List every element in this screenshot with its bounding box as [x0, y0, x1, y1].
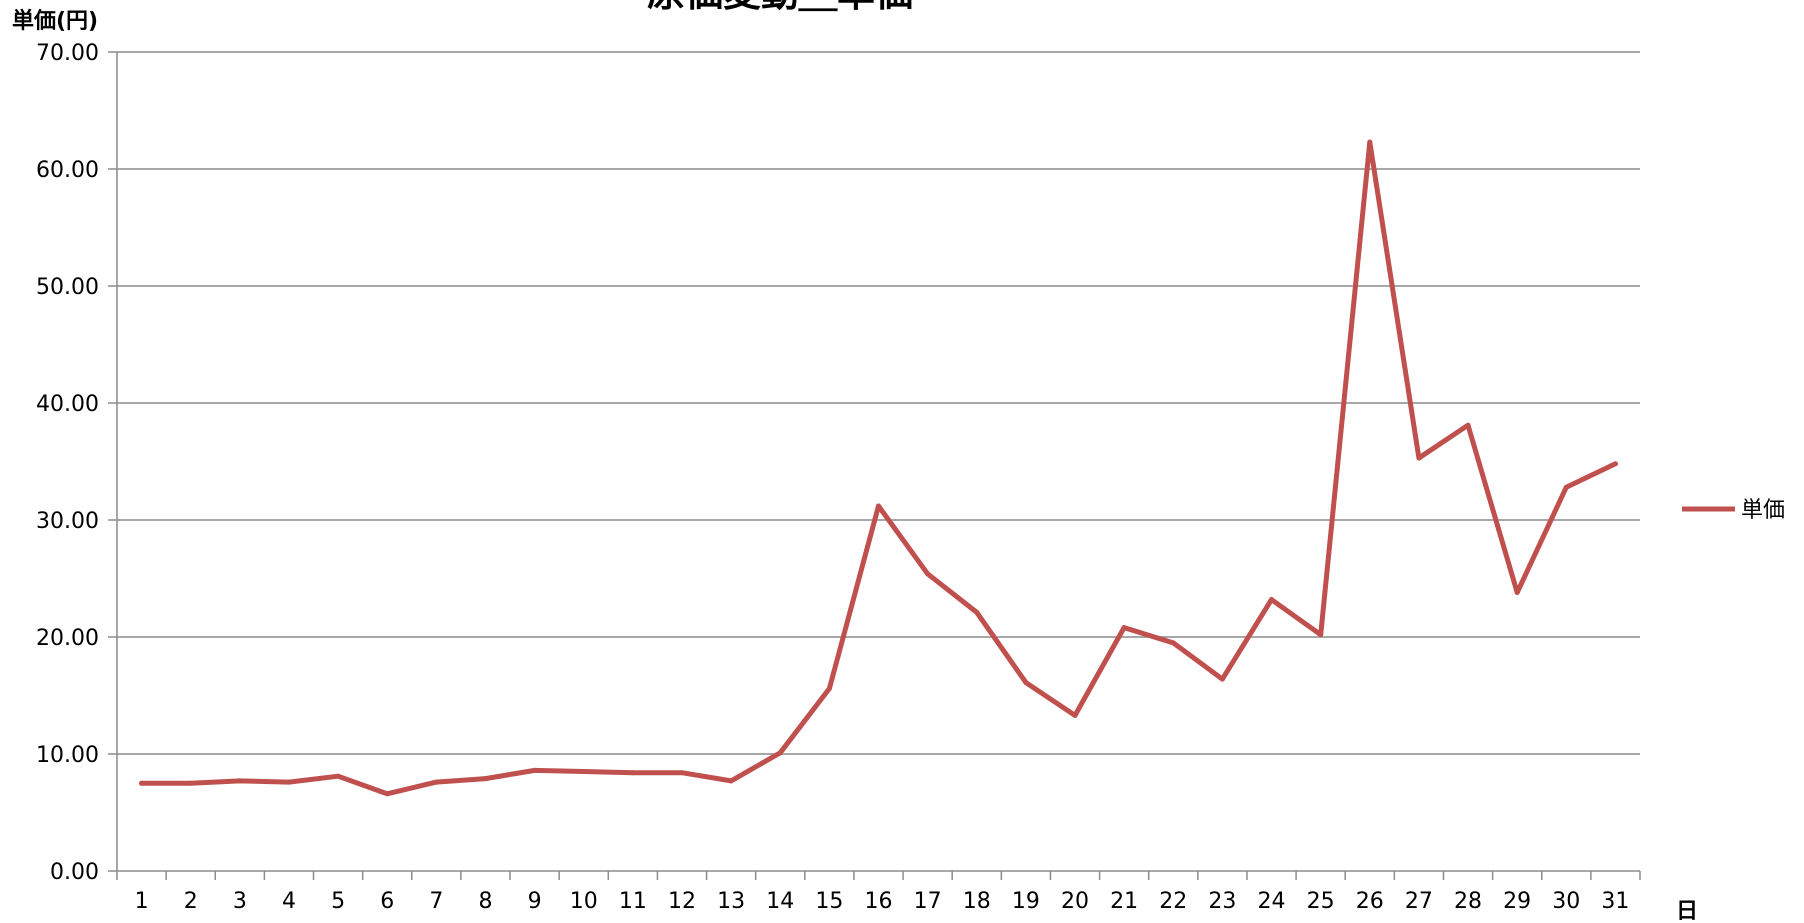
x-tick-label: 7	[429, 889, 443, 914]
x-tick-label: 11	[619, 889, 647, 914]
data-point	[286, 779, 292, 785]
x-tick-label: 13	[717, 889, 745, 914]
y-tick-label: 50.00	[36, 275, 99, 300]
data-point	[237, 778, 243, 784]
data-point	[433, 779, 439, 785]
x-tick-label: 20	[1061, 889, 1089, 914]
x-tick-label: 18	[963, 889, 991, 914]
data-point	[1219, 676, 1225, 682]
x-tick-label: 1	[135, 889, 149, 914]
x-axis-title: 日	[1676, 899, 1698, 923]
data-point	[1367, 139, 1373, 145]
data-point	[188, 780, 194, 786]
series-layer	[139, 139, 1618, 797]
data-point	[777, 750, 783, 756]
x-tick-label: 31	[1601, 889, 1629, 914]
data-point	[581, 769, 587, 775]
x-tick-label: 15	[815, 889, 843, 914]
y-tick-label: 10.00	[36, 743, 99, 768]
x-tick-label: 6	[380, 889, 394, 914]
data-point	[139, 780, 145, 786]
x-tick-label: 27	[1405, 889, 1433, 914]
data-point	[1563, 484, 1569, 490]
data-point	[482, 776, 488, 782]
data-point	[1612, 461, 1618, 467]
y-tick-label: 30.00	[36, 509, 99, 534]
x-tick-label: 24	[1258, 889, 1286, 914]
legend: 単価	[1682, 498, 1785, 523]
x-tick-label: 29	[1503, 889, 1531, 914]
data-point	[1318, 632, 1324, 638]
x-tick-label: 30	[1552, 889, 1580, 914]
x-tick-label: 23	[1208, 889, 1236, 914]
x-tick-label: 8	[478, 889, 492, 914]
legend-label: 単価	[1741, 498, 1785, 523]
x-tick-label: 22	[1159, 889, 1187, 914]
data-point	[1465, 422, 1471, 428]
chart-title: 原価変動＿単価	[647, 0, 913, 15]
data-point	[384, 791, 390, 797]
data-point	[728, 778, 734, 784]
data-point	[532, 767, 538, 773]
x-tick-label: 16	[865, 889, 893, 914]
x-tick-label: 3	[233, 889, 247, 914]
x-axis-ticks: 1 2 3 4 5 6 7 8 9 10 11 12 13 14 15 16 17 18 19 20 21 22 23 24 2…	[116, 871, 1641, 914]
data-point	[1269, 597, 1275, 603]
series-line-0	[139, 139, 1618, 797]
y-tick-label: 70.00	[36, 41, 99, 66]
gridlines	[117, 51, 1640, 755]
data-point	[1023, 680, 1029, 686]
x-tick-label: 9	[528, 889, 542, 914]
data-point	[1170, 640, 1176, 646]
axes	[116, 52, 1640, 872]
x-tick-label: 25	[1307, 889, 1335, 914]
data-point	[335, 773, 341, 779]
y-axis-ticks: 0.00 10.00 20.00 30.00 40.00 50.00 60.00 70.00	[36, 41, 117, 885]
x-tick-label: 19	[1012, 889, 1040, 914]
data-point	[1121, 625, 1127, 631]
x-tick-label: 17	[914, 889, 942, 914]
x-tick-label: 28	[1454, 889, 1482, 914]
data-point	[1072, 712, 1078, 718]
data-point	[679, 770, 685, 776]
y-tick-label: 40.00	[36, 392, 99, 417]
x-tick-label: 12	[668, 889, 696, 914]
x-tick-label: 2	[184, 889, 198, 914]
y-tick-label: 0.00	[50, 860, 99, 885]
data-point	[925, 571, 931, 577]
x-tick-label: 4	[282, 889, 296, 914]
y-tick-label: 60.00	[36, 158, 99, 183]
x-tick-label: 26	[1356, 889, 1384, 914]
y-tick-label: 20.00	[36, 626, 99, 651]
data-point	[974, 609, 980, 615]
data-point	[1514, 590, 1520, 596]
data-point	[1416, 455, 1422, 461]
data-point	[826, 685, 832, 691]
x-tick-label: 5	[331, 889, 345, 914]
data-point	[630, 770, 636, 776]
x-tick-label: 21	[1110, 889, 1138, 914]
data-point	[876, 503, 881, 509]
y-axis-title: 単価(円)	[12, 8, 98, 34]
x-tick-label: 14	[766, 889, 794, 914]
x-tick-label: 10	[570, 889, 598, 914]
